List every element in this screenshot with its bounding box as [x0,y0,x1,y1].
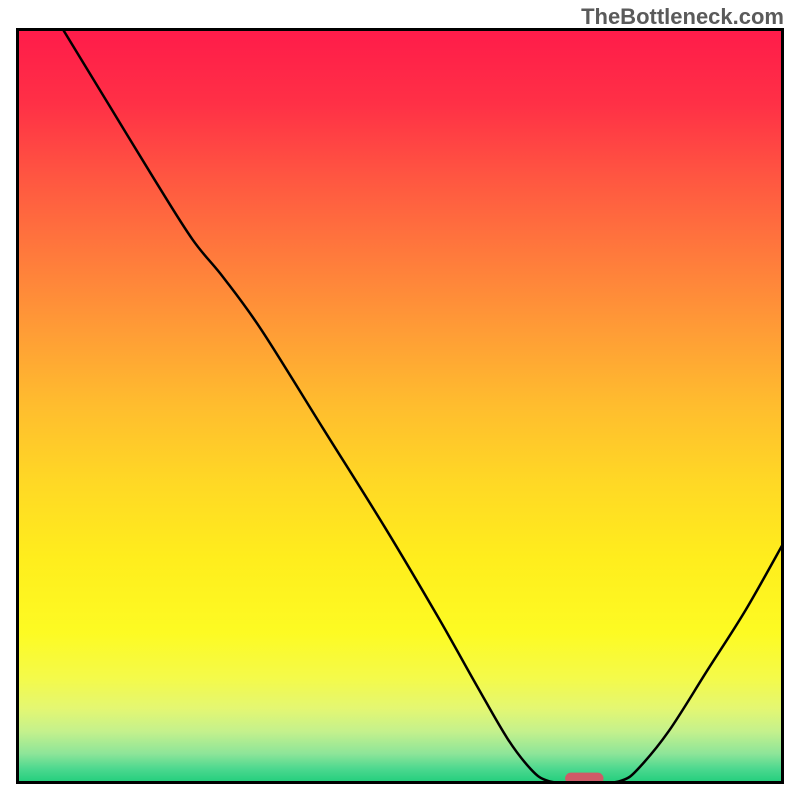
bottleneck-chart [16,28,784,784]
chart-svg [16,28,784,784]
watermark-text: TheBottleneck.com [581,4,784,30]
